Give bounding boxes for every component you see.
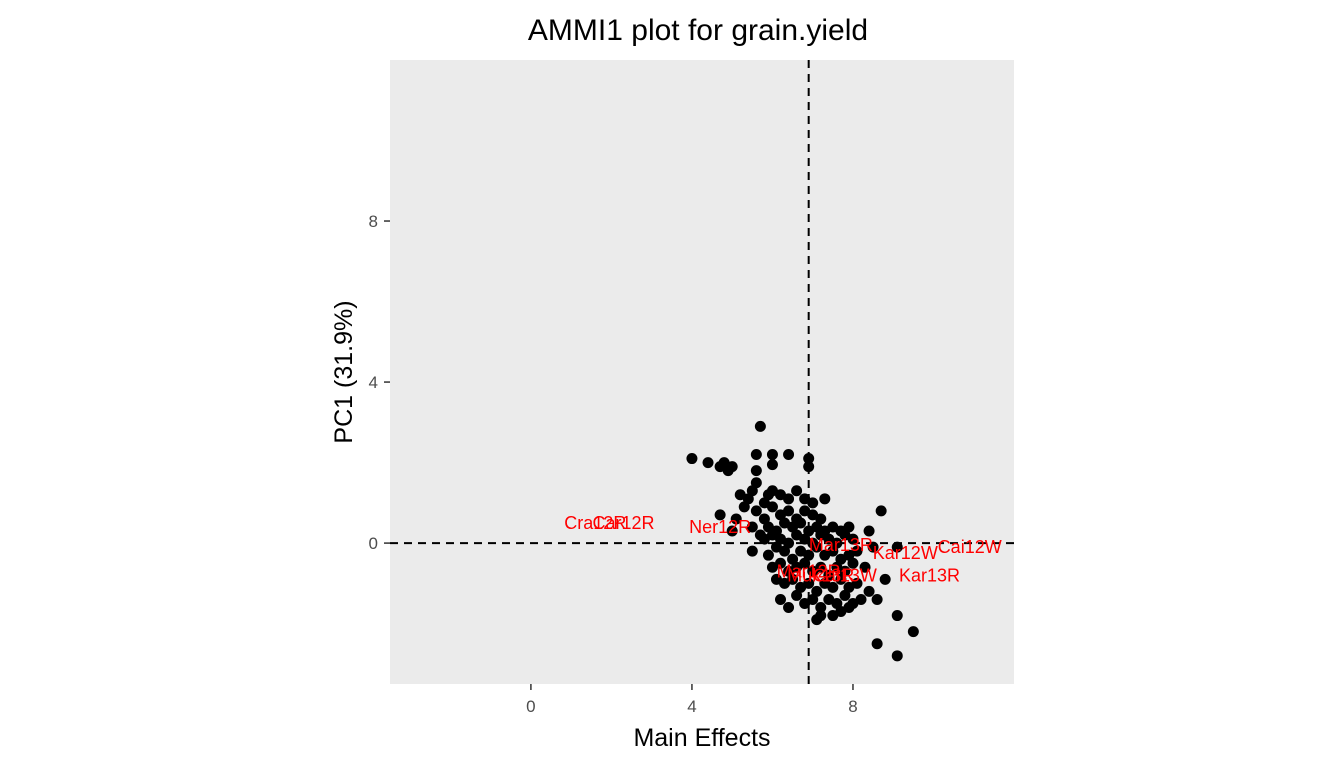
y-tick-label: 4 bbox=[369, 373, 378, 392]
genotype-point bbox=[891, 541, 903, 553]
genotype-point bbox=[839, 589, 851, 601]
genotype-point bbox=[783, 505, 795, 517]
environment-label: Mar13R bbox=[809, 535, 873, 555]
genotype-point bbox=[863, 585, 875, 597]
genotype-point bbox=[730, 513, 742, 525]
genotype-point bbox=[867, 541, 879, 553]
genotype-point bbox=[855, 593, 867, 605]
x-tick-label: 0 bbox=[526, 697, 535, 716]
genotype-point bbox=[766, 459, 778, 471]
genotype-point bbox=[714, 509, 726, 521]
environment-label: Car12R bbox=[592, 513, 654, 533]
genotype-point bbox=[907, 626, 919, 638]
genotype-point bbox=[847, 533, 859, 545]
x-axis-title: Main Effects bbox=[633, 724, 770, 752]
genotype-point bbox=[811, 541, 823, 553]
y-tick-label: 8 bbox=[369, 212, 378, 231]
genotype-point bbox=[791, 485, 803, 497]
genotype-point bbox=[783, 602, 795, 614]
genotype-point bbox=[871, 593, 883, 605]
x-tick-label: 8 bbox=[848, 697, 857, 716]
environment-label: Cra12R bbox=[564, 513, 626, 533]
chart-title: AMMI1 plot for grain.yield bbox=[528, 14, 868, 47]
genotype-point bbox=[807, 593, 819, 605]
environment-label: Mar12R bbox=[777, 561, 841, 581]
environment-label: Muk13R bbox=[787, 565, 854, 585]
genotype-point bbox=[766, 449, 778, 461]
genotype-point bbox=[851, 545, 863, 557]
y-tick-label: 0 bbox=[369, 534, 378, 553]
x-tick-label: 4 bbox=[687, 697, 696, 716]
genotype-point bbox=[811, 614, 823, 626]
genotype-point bbox=[835, 573, 847, 585]
genotype-points bbox=[686, 420, 919, 662]
environment-label: Kar13R bbox=[899, 565, 960, 585]
genotype-point bbox=[750, 505, 762, 517]
genotype-point bbox=[815, 561, 827, 573]
genotype-point bbox=[803, 453, 815, 465]
genotype-point bbox=[746, 521, 758, 533]
environment-label: Ner12R bbox=[689, 517, 751, 537]
genotype-point bbox=[851, 577, 863, 589]
x-axis: 0 4 8 bbox=[526, 684, 858, 716]
genotype-point bbox=[879, 573, 891, 585]
genotype-point bbox=[783, 493, 795, 505]
genotype-point bbox=[815, 602, 827, 614]
genotype-point bbox=[702, 457, 714, 469]
genotype-point bbox=[726, 525, 738, 537]
genotype-point bbox=[787, 573, 799, 585]
genotype-point bbox=[891, 650, 903, 662]
genotype-point bbox=[686, 453, 698, 465]
genotype-point bbox=[779, 545, 791, 557]
genotype-point bbox=[762, 549, 774, 561]
genotype-point bbox=[791, 589, 803, 601]
genotype-point bbox=[827, 610, 839, 622]
plot-panel bbox=[390, 60, 1014, 684]
genotype-point bbox=[843, 602, 855, 614]
environment-label: Cai12W bbox=[938, 537, 1002, 557]
genotype-point bbox=[891, 610, 903, 622]
genotype-point bbox=[775, 557, 787, 569]
genotype-point bbox=[803, 577, 815, 589]
genotype-point bbox=[746, 545, 758, 557]
genotype-point bbox=[827, 581, 839, 593]
genotype-point bbox=[795, 517, 807, 529]
genotype-point bbox=[875, 505, 887, 517]
genotype-point bbox=[766, 501, 778, 513]
genotype-point bbox=[847, 557, 859, 569]
genotype-point bbox=[871, 638, 883, 650]
genotype-point bbox=[783, 449, 795, 461]
genotype-point bbox=[807, 497, 819, 509]
environment-label: Kar12W bbox=[873, 543, 938, 563]
genotype-point bbox=[750, 465, 762, 477]
genotype-point bbox=[799, 557, 811, 569]
y-axis: 0 4 8 bbox=[369, 212, 390, 553]
genotype-point bbox=[803, 461, 815, 473]
genotype-point bbox=[726, 461, 738, 473]
genotype-point bbox=[859, 561, 871, 573]
genotype-point bbox=[775, 593, 787, 605]
y-axis-title: PC1 (31.9%) bbox=[330, 300, 358, 443]
environment-label: Cai13W bbox=[813, 565, 877, 585]
genotype-point bbox=[863, 525, 875, 537]
genotype-point bbox=[750, 449, 762, 461]
genotype-point bbox=[754, 420, 766, 432]
genotype-point bbox=[819, 493, 831, 505]
genotype-point bbox=[738, 501, 750, 513]
genotype-point bbox=[827, 545, 839, 557]
